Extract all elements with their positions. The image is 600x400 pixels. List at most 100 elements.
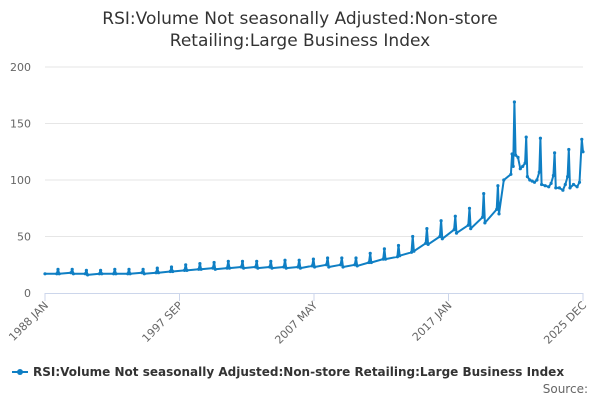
data-point[interactable] [326,256,330,260]
data-point[interactable] [353,263,357,267]
data-point[interactable] [383,257,388,261]
data-point[interactable] [225,266,229,270]
data-point[interactable] [127,267,131,271]
data-point[interactable] [126,272,130,276]
data-point[interactable] [284,266,288,270]
data-point[interactable] [452,228,456,232]
data-point[interactable] [100,272,104,276]
data-point[interactable] [396,243,401,248]
data-point[interactable] [43,272,47,276]
data-point[interactable] [411,234,415,239]
data-point[interactable] [84,268,88,272]
data-point[interactable] [86,273,90,277]
data-point[interactable] [426,242,430,246]
data-point[interactable] [454,231,459,235]
data-point[interactable] [142,272,146,276]
data-point[interactable] [311,257,315,261]
legend[interactable]: RSI:Volume Not seasonally Adjusted:Non-s… [12,365,564,379]
data-point[interactable] [298,266,302,270]
data-point[interactable] [70,267,74,271]
data-point[interactable] [340,256,344,260]
data-point[interactable] [580,137,584,141]
data-point[interactable] [182,268,187,272]
data-point[interactable] [424,241,428,245]
data-point[interactable] [212,260,216,265]
data-point[interactable] [354,256,358,260]
data-point[interactable] [438,234,442,239]
data-point[interactable] [566,175,570,179]
data-point[interactable] [571,182,576,187]
data-point[interactable] [367,260,371,265]
data-point[interactable] [185,268,189,272]
data-point[interactable] [409,250,414,254]
data-point[interactable] [128,272,132,276]
data-point[interactable] [554,186,558,190]
data-point[interactable] [466,223,470,227]
data-point[interactable] [495,207,499,211]
data-point[interactable] [270,266,274,270]
data-point[interactable] [561,188,565,192]
data-point[interactable] [198,262,202,266]
data-point[interactable] [523,161,527,165]
data-point[interactable] [553,151,557,155]
data-point[interactable] [412,249,416,253]
series-line[interactable] [45,101,584,276]
data-point[interactable] [313,265,317,269]
data-point[interactable] [502,178,506,182]
data-point[interactable] [532,180,537,184]
data-point[interactable] [324,263,328,267]
data-point[interactable] [510,152,514,156]
data-point[interactable] [184,263,188,267]
data-point[interactable] [168,269,172,274]
data-point[interactable] [69,271,73,275]
data-point[interactable] [310,264,314,268]
data-point[interactable] [440,237,444,241]
data-point[interactable] [543,184,547,188]
data-point[interactable] [497,212,501,216]
data-point[interactable] [538,136,543,140]
data-point[interactable] [537,170,541,174]
data-point[interactable] [568,186,572,190]
data-point[interactable] [99,268,103,272]
data-point[interactable] [482,192,486,196]
data-point[interactable] [339,263,343,267]
data-point[interactable] [211,266,215,270]
data-point[interactable] [113,267,117,271]
data-point[interactable] [480,215,485,219]
data-point[interactable] [197,267,201,271]
data-point[interactable] [382,247,386,251]
data-point[interactable] [255,259,259,263]
data-point[interactable] [97,272,101,276]
data-point[interactable] [242,266,246,270]
data-point[interactable] [518,167,522,171]
data-point[interactable] [425,227,429,231]
data-point[interactable] [483,221,487,225]
data-point[interactable] [557,186,562,190]
data-point[interactable] [83,272,87,276]
data-point[interactable] [575,185,579,189]
data-point[interactable] [535,178,539,182]
data-point[interactable] [581,150,585,154]
data-point[interactable] [381,257,385,261]
data-point[interactable] [256,266,260,270]
data-point[interactable] [240,259,245,263]
data-point[interactable] [341,265,345,269]
data-point[interactable] [439,219,443,223]
data-point[interactable] [496,184,500,188]
data-point[interactable] [398,254,402,258]
data-point[interactable] [369,260,373,265]
data-point[interactable] [547,185,551,189]
data-point[interactable] [327,265,331,269]
data-point[interactable] [71,272,75,276]
data-point[interactable] [453,214,457,218]
data-point[interactable] [521,164,525,168]
data-point[interactable] [282,265,286,269]
data-point[interactable] [511,164,515,168]
data-point[interactable] [55,272,59,276]
data-point[interactable] [114,272,118,276]
data-point[interactable] [296,265,300,269]
data-point[interactable] [469,227,473,231]
data-point[interactable] [525,175,530,179]
data-point[interactable] [528,178,532,182]
data-point[interactable] [141,267,145,271]
